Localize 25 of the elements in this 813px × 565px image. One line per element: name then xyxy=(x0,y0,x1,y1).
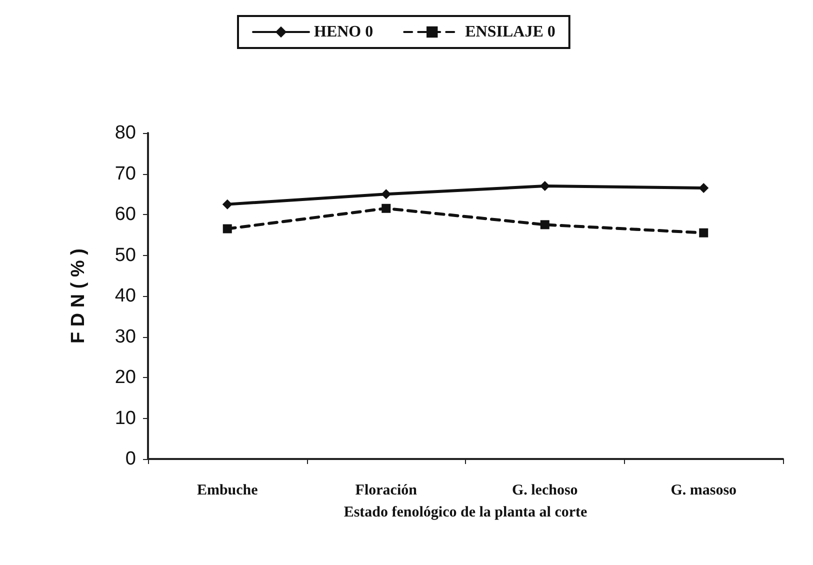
x-tick-label: G. lechoso xyxy=(512,482,578,498)
point xyxy=(699,228,708,238)
y-tick-label: 10 xyxy=(114,408,136,429)
point xyxy=(382,204,391,213)
point xyxy=(222,224,232,234)
x-tick-label: Embuche xyxy=(196,482,258,498)
legend-label: HENO 0 xyxy=(314,24,374,40)
y-tick-label: 70 xyxy=(114,163,136,184)
y-tick-label: 50 xyxy=(114,244,136,266)
point xyxy=(222,199,232,210)
y-tick-label: 80 xyxy=(114,122,136,144)
point xyxy=(540,180,550,191)
y-tick-label: 60 xyxy=(114,204,136,225)
point xyxy=(540,220,550,230)
y-tick-label: 0 xyxy=(125,448,136,470)
point xyxy=(698,183,709,194)
legend-label: ENSILAJE 0 xyxy=(465,24,556,40)
y-tick-label: 20 xyxy=(114,367,136,388)
x-tick-label: G. masoso xyxy=(670,482,737,498)
y-axis-title: F D N ( % ) xyxy=(68,248,89,344)
y-tick-label: 40 xyxy=(114,286,136,306)
x-axis-title: Estado fenológico de la planta al corte xyxy=(344,504,588,520)
x-tick-label: Floración xyxy=(355,482,418,498)
y-tick-label: 30 xyxy=(114,326,136,348)
point xyxy=(381,189,392,200)
